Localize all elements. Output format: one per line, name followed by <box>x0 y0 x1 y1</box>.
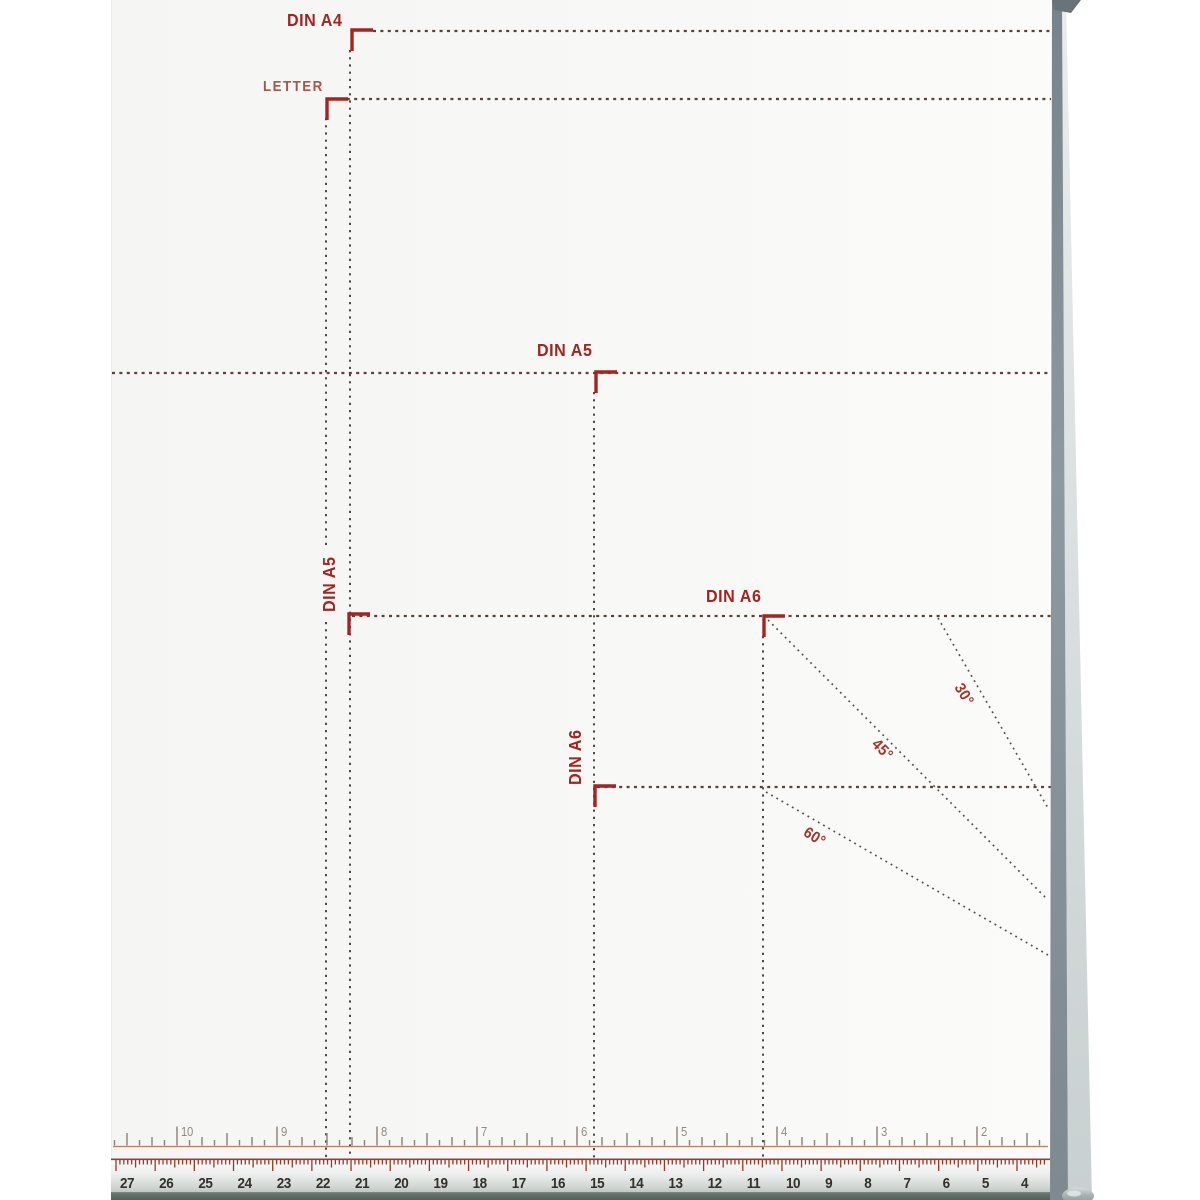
inch-number-8: 8 <box>381 1124 388 1139</box>
cm-number-20: 20 <box>394 1175 409 1192</box>
cm-number-9: 9 <box>825 1175 833 1192</box>
din-a6-top-corner <box>762 614 785 637</box>
din-a5-left-label: DIN A5 <box>319 557 339 612</box>
rail-top-end <box>1052 0 1081 13</box>
rail-dark-face <box>1050 0 1068 1200</box>
cm-number-6: 6 <box>943 1175 951 1192</box>
cm-number-13: 13 <box>668 1175 683 1192</box>
cm-number-27: 27 <box>120 1175 135 1192</box>
din-a6-left-label: DIN A6 <box>565 730 585 785</box>
inch-number-9: 9 <box>281 1124 288 1139</box>
cm-number-15: 15 <box>590 1175 605 1192</box>
letter-label: LETTER <box>263 77 324 94</box>
cm-number-24: 24 <box>238 1175 253 1192</box>
cm-ruler-numbers: 4 5 6 7 8 9 10 11 12 13 14 15 16 17 18 19 20 21 22 23 24 25 26… <box>120 1175 1029 1192</box>
cm-number-4: 4 <box>1021 1175 1029 1192</box>
cm-number-5: 5 <box>982 1175 990 1192</box>
inch-number-10: 10 <box>181 1124 194 1139</box>
din-a4-label: DIN A4 <box>287 10 343 30</box>
cm-number-10: 10 <box>786 1175 801 1192</box>
cm-number-17: 17 <box>512 1175 527 1192</box>
din-a6-left-corner <box>593 784 616 807</box>
cm-number-8: 8 <box>864 1175 872 1192</box>
cm-number-16: 16 <box>551 1175 566 1192</box>
inch-ruler-ticks <box>113 1126 1041 1146</box>
letter-corner <box>325 97 348 120</box>
metal-strip: 4 5 6 7 8 9 10 11 12 13 14 15 16 17 18 19 20 21 22 23 24 25 26… <box>111 1158 1050 1200</box>
cm-number-12: 12 <box>708 1175 723 1192</box>
cm-number-23: 23 <box>277 1175 292 1192</box>
cm-number-11: 11 <box>747 1175 761 1192</box>
din-a6-top-label: DIN A6 <box>706 586 761 606</box>
cm-number-18: 18 <box>473 1175 488 1192</box>
cutting-rail <box>1050 0 1094 1200</box>
inch-ruler: 2 3 4 5 6 7 8 9 10 <box>113 1124 1048 1148</box>
format-v-lines <box>325 50 764 1158</box>
cm-number-22: 22 <box>316 1175 331 1192</box>
cm-number-25: 25 <box>198 1175 213 1192</box>
angle-30-line <box>937 617 1049 809</box>
inch-number-3: 3 <box>881 1124 888 1139</box>
inch-number-6: 6 <box>581 1124 588 1139</box>
format-corner-brackets <box>325 28 785 807</box>
angle-60-line <box>765 791 1049 956</box>
format-h-lines <box>112 29 1051 789</box>
cm-ruler-ticks <box>115 1160 1046 1171</box>
inch-number-2: 2 <box>981 1124 987 1139</box>
inch-number-5: 5 <box>681 1124 688 1139</box>
inch-number-4: 4 <box>781 1124 788 1139</box>
format-labels: DIN A4 LETTER DIN A5 DIN A5 DIN A6 DIN A6 <box>263 10 761 785</box>
inch-number-7: 7 <box>481 1124 487 1139</box>
rail-bottom-cap <box>1062 1187 1094 1200</box>
rail-light-face <box>1062 0 1092 1200</box>
strip-shadow-band <box>111 1192 1050 1200</box>
din-a5-top-label: DIN A5 <box>537 340 592 360</box>
inch-ruler-numbers: 2 3 4 5 6 7 8 9 10 <box>181 1124 987 1139</box>
cm-number-14: 14 <box>629 1175 644 1192</box>
din-a5-left-corner <box>347 612 370 635</box>
cm-number-7: 7 <box>903 1175 911 1192</box>
din-a4-corner <box>350 28 373 51</box>
cm-number-21: 21 <box>355 1175 370 1192</box>
cm-number-26: 26 <box>159 1175 174 1192</box>
cm-number-19: 19 <box>433 1175 448 1192</box>
din-a5-top-corner <box>594 370 617 393</box>
